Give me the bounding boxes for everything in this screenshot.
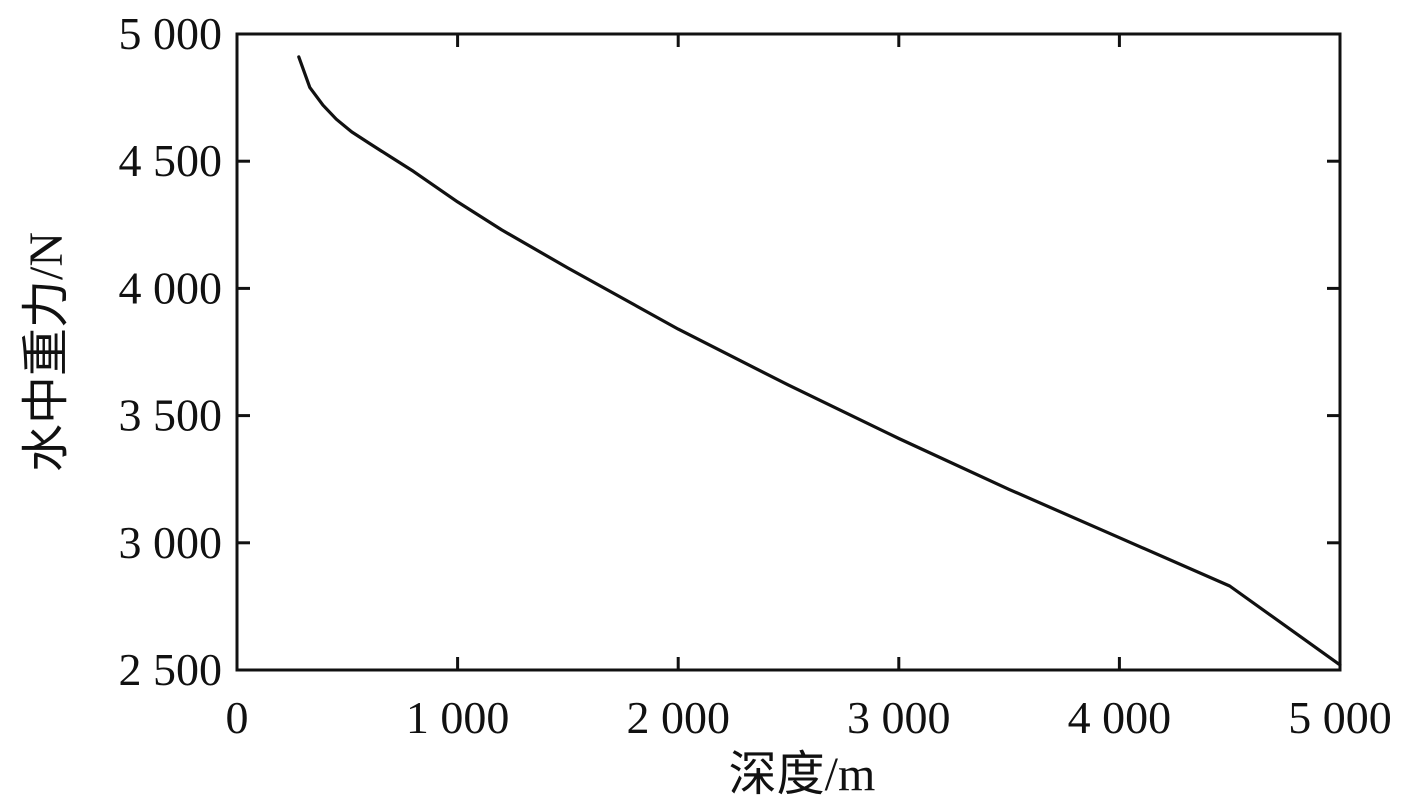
- y-axis-ticks: 2 500 3 000 3 500 4 000 4 500 5 000: [119, 8, 1340, 695]
- y-tick-label: 3 000: [119, 517, 223, 568]
- plot-frame: [235, 32, 1342, 672]
- x-axis-ticks: 0 1 000 2 000 3 000 4 000 5 000: [226, 34, 1392, 743]
- x-tick-label: 3 000: [847, 692, 951, 743]
- y-axis-label: 水中重力/N: [20, 232, 73, 472]
- x-tick-label: 0: [226, 692, 249, 743]
- y-tick-label: 2 500: [119, 644, 223, 695]
- x-tick-label: 2 000: [626, 692, 730, 743]
- x-tick-label: 4 000: [1068, 692, 1172, 743]
- y-tick-label: 4 000: [119, 262, 223, 313]
- y-tick-label: 4 500: [119, 135, 223, 186]
- x-tick-label: 1 000: [406, 692, 510, 743]
- x-tick-label: 5 000: [1288, 692, 1392, 743]
- y-tick-label: 3 500: [119, 390, 223, 441]
- x-axis-label: 深度/m: [729, 748, 876, 801]
- series-line: [297, 55, 1342, 667]
- y-tick-label: 5 000: [119, 8, 223, 59]
